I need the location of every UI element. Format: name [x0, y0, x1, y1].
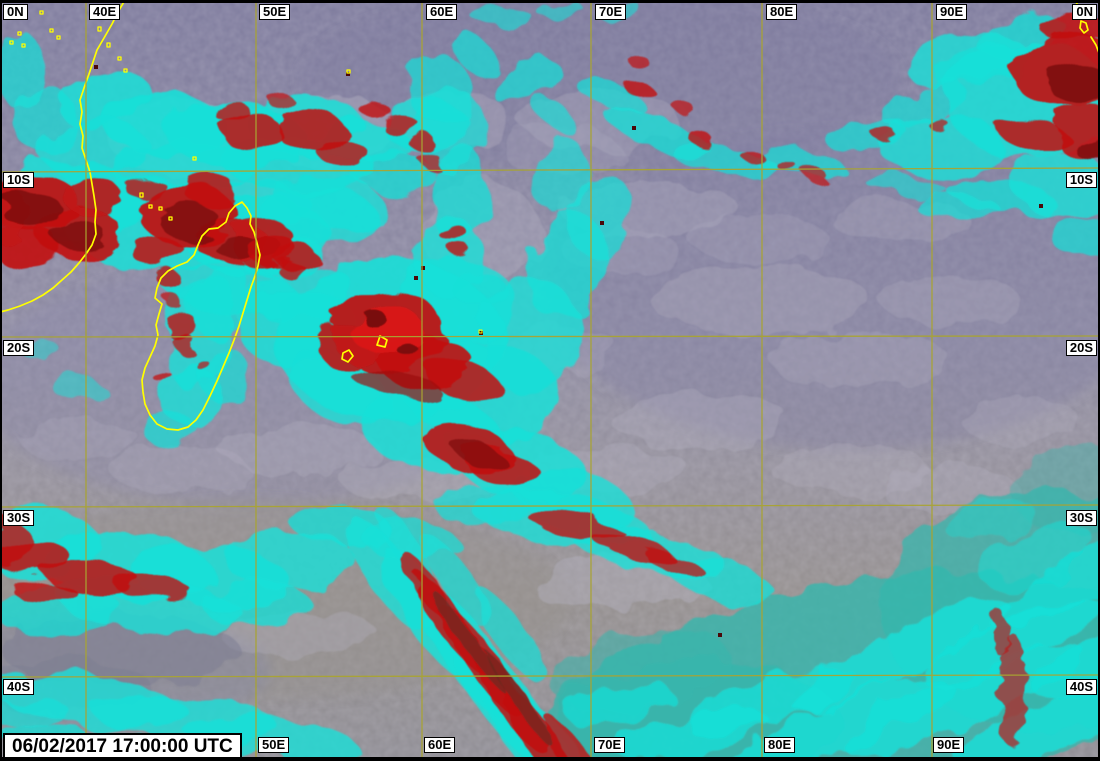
timestamp-label: 06/02/2017 17:00:00 UTC [3, 733, 242, 760]
lon-label-top-90e: 90E [936, 4, 968, 20]
frame-top-border [0, 0, 1100, 3]
lon-label-top-60e: 60E [426, 4, 458, 20]
lat-label-right-30s: 30S [1065, 510, 1097, 526]
lat-label-top-right-0n: 0N [1072, 4, 1097, 20]
lon-label-top-40e: 40E [89, 4, 121, 20]
lon-label-bottom-50e: 50E [258, 737, 290, 753]
lat-label-left-20s: 20S [3, 340, 35, 356]
lat-label-right-10s: 10S [1065, 172, 1097, 188]
lon-label-top-50e: 50E [259, 4, 291, 20]
lon-label-bottom-60e: 60E [424, 737, 456, 753]
lat-label-left-40s: 40S [3, 679, 35, 695]
coastline-layer [0, 0, 1100, 431]
lon-label-bottom-90e: 90E [933, 737, 965, 753]
lon-label-bottom-80e: 80E [764, 737, 796, 753]
lat-label-left-30s: 30S [3, 510, 35, 526]
lon-label-top-80e: 80E [766, 4, 798, 20]
lon-label-bottom-70e: 70E [594, 737, 626, 753]
frame-left-border [0, 0, 2, 761]
lat-label-top-left-0n: 0N [3, 4, 28, 20]
frame-right-border [1098, 0, 1100, 761]
lat-label-right-40s: 40S [1065, 679, 1097, 695]
frame-bottom-border [0, 757, 1100, 761]
lat-label-left-10s: 10S [3, 172, 35, 188]
lon-label-top-70e: 70E [595, 4, 627, 20]
lat-label-right-20s: 20S [1065, 340, 1097, 356]
